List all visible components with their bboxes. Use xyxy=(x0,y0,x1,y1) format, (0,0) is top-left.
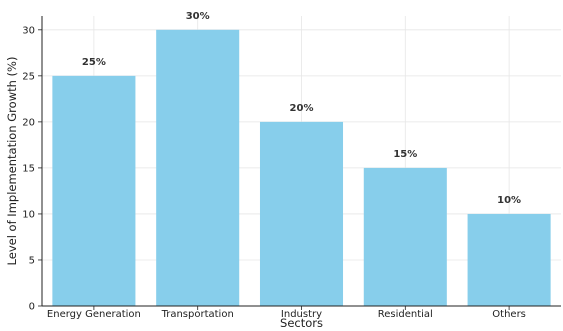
y-tick-label: 5 xyxy=(29,255,35,266)
y-tick-label: 10 xyxy=(22,209,35,220)
bar-data-label: 10% xyxy=(497,195,521,206)
y-tick-label: 30 xyxy=(22,25,35,36)
x-tick-label: Transportation xyxy=(161,309,234,320)
y-ticks: 0 5 10 15 20 25 30 xyxy=(22,25,42,313)
y-tick-label: 25 xyxy=(22,71,35,82)
bar-data-label: 30% xyxy=(186,11,210,22)
x-tick-label: Others xyxy=(492,309,526,320)
bars xyxy=(52,29,551,307)
bar-data-label: 15% xyxy=(393,149,417,160)
y-tick-label: 20 xyxy=(22,117,35,128)
x-axis-title: Sectors xyxy=(280,316,323,330)
bar-data-label: 20% xyxy=(290,103,314,114)
x-tick-label: Industry xyxy=(281,309,322,320)
bar-data-label: 25% xyxy=(82,57,106,68)
data-labels: 25% 30% 20% 15% 10% xyxy=(82,11,521,206)
x-ticks: Energy Generation Transportation Industry R… xyxy=(47,306,526,320)
bar xyxy=(52,75,136,306)
x-tick-label: Residential xyxy=(378,309,433,320)
y-tick-label: 15 xyxy=(22,163,35,174)
y-tick-label: 0 xyxy=(29,302,35,313)
bar xyxy=(259,121,344,306)
bar xyxy=(467,213,551,306)
x-tick-label: Energy Generation xyxy=(47,309,141,320)
bar xyxy=(363,167,447,306)
y-axis-title: Level of Implementation Growth (%) xyxy=(5,57,19,266)
bar xyxy=(156,29,240,307)
